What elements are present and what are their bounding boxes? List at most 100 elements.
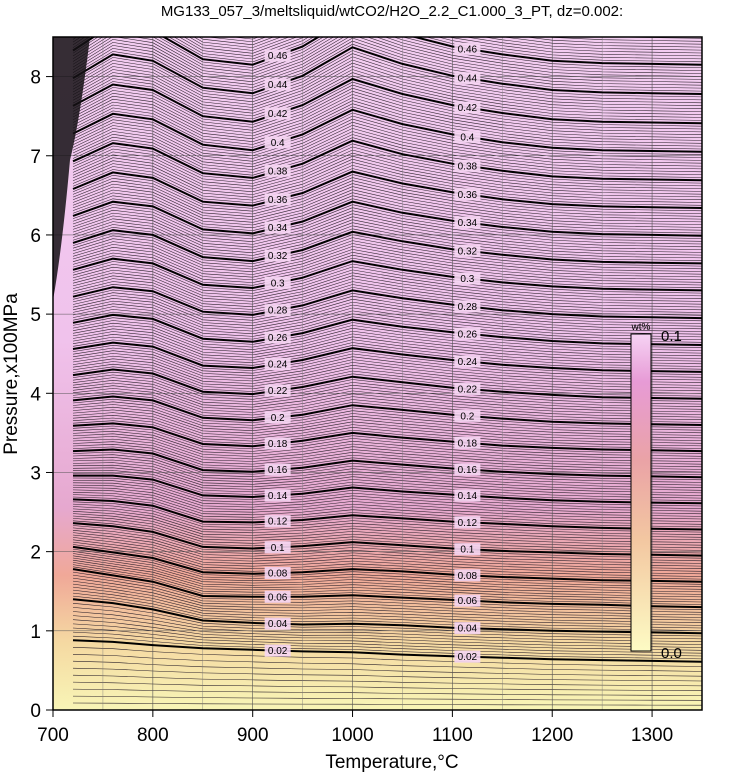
x-tick-label: 1300 (631, 725, 673, 746)
minor-contour (72, 112, 702, 155)
contour-label: 0.14 (268, 491, 288, 502)
minor-contour (72, 520, 702, 554)
major-contour (72, 170, 702, 209)
minor-contour (72, 50, 702, 98)
minor-contour (72, 371, 702, 402)
minor-contour (72, 40, 702, 89)
minor-contour (72, 492, 702, 522)
minor-contour (72, 513, 702, 546)
minor-contour (72, 69, 702, 115)
minor-contour (72, 603, 702, 637)
contour-label: 0.44 (268, 80, 288, 91)
minor-contour (72, 462, 702, 491)
major-contour (72, 598, 702, 635)
plot-frame (52, 36, 703, 711)
minor-contour (72, 586, 702, 623)
minor-contour (72, 592, 702, 629)
minor-contour (72, 232, 702, 267)
minor-contour (72, 660, 702, 677)
minor-contour (72, 566, 702, 605)
minor-contour (72, 300, 702, 332)
colorbar-max-label: 0.1 (661, 328, 682, 345)
colorbar-min-label: 0.0 (661, 645, 682, 662)
minor-contour (72, 559, 702, 598)
contour-label-bg (264, 249, 291, 262)
minor-contour (72, 425, 702, 454)
minor-contour (72, 353, 702, 383)
minor-contour (72, 525, 702, 559)
minor-contour (72, 355, 702, 386)
contour-label: 0.42 (458, 103, 478, 114)
contour-label: 0.26 (268, 333, 288, 344)
minor-contour (72, 192, 702, 228)
contour-label-bg (264, 276, 291, 289)
minor-contour (72, 702, 702, 706)
minor-contour (72, 295, 702, 327)
contour-label: 0.28 (268, 306, 288, 317)
contour-label-bg (454, 594, 481, 607)
major-contour (72, 341, 702, 373)
contour-label: 0.1 (271, 543, 285, 554)
minor-contour (72, 406, 702, 436)
minor-contour (72, 467, 702, 496)
contour-label-bg (264, 357, 291, 370)
x-tick-label: 1200 (531, 725, 573, 746)
contour-label: 0.06 (268, 592, 288, 603)
minor-contour (72, 325, 702, 357)
minor-contour (72, 158, 702, 198)
minor-contour (72, 415, 702, 444)
minor-contour (72, 623, 702, 651)
contour-label: 0.38 (458, 161, 478, 172)
minor-contour (72, 298, 702, 330)
dense-contour-corner (53, 37, 90, 300)
contour-label: 0.4 (271, 138, 285, 149)
minor-contour (72, 401, 702, 431)
minor-contour (205, 37, 702, 43)
contour-label-bg (264, 489, 291, 502)
minor-contour (72, 607, 702, 640)
minor-contour (72, 433, 702, 462)
minor-contour (72, 583, 702, 621)
contour-label: 0.24 (458, 357, 478, 368)
contour-label: 0.18 (268, 439, 288, 450)
contour-label: 0.04 (458, 624, 478, 635)
minor-contour (72, 264, 702, 297)
minor-contour (72, 506, 702, 538)
minor-contour (72, 489, 702, 520)
minor-contour (72, 43, 702, 92)
minor-contour (72, 487, 702, 517)
contour-label: 0.12 (458, 518, 478, 529)
minor-contour (72, 331, 702, 362)
contour-label-bg (454, 244, 481, 257)
contour-label: 0.1 (460, 545, 474, 556)
minor-contour (72, 511, 702, 543)
major-contour (72, 498, 702, 531)
major-contour (72, 46, 702, 95)
minor-contour (72, 62, 702, 109)
contour-label-bg (264, 78, 291, 91)
major-contour (72, 545, 702, 583)
minor-contour (72, 551, 702, 588)
minor-contour (72, 266, 702, 299)
minor-contour (72, 249, 702, 283)
minor-contour (72, 464, 702, 494)
x-tick-label: 1100 (432, 725, 473, 746)
contour-label-bg (454, 130, 481, 143)
contour-label-bg (264, 107, 291, 120)
contour-label: 0.28 (458, 302, 478, 313)
y-tick-label: 2 (30, 543, 41, 564)
minor-contour (72, 695, 702, 701)
minor-contour (72, 454, 702, 483)
contour-label-bg (454, 489, 481, 502)
contour-label: 0.24 (268, 359, 288, 370)
minor-contour (72, 339, 702, 370)
contour-label: 0.08 (268, 569, 288, 580)
minor-contour (72, 204, 702, 239)
minor-contour (72, 168, 702, 206)
minor-contour (72, 334, 702, 365)
minor-contour (72, 118, 702, 161)
x-tick-label: 900 (237, 725, 269, 746)
minor-contour (72, 615, 702, 645)
minor-contour (72, 227, 702, 261)
